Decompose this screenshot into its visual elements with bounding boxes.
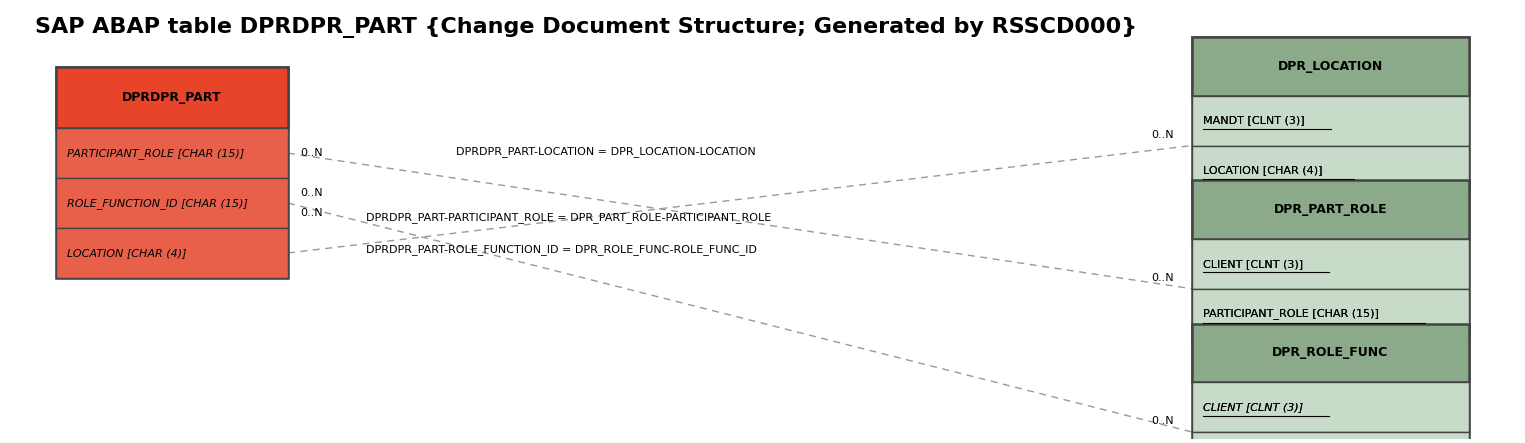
Text: CLIENT [CLNT (3)]: CLIENT [CLNT (3)] — [1203, 402, 1302, 412]
FancyBboxPatch shape — [1193, 432, 1469, 443]
FancyBboxPatch shape — [1193, 382, 1469, 432]
FancyBboxPatch shape — [1193, 37, 1469, 96]
Text: PARTICIPANT_ROLE [CHAR (15)]: PARTICIPANT_ROLE [CHAR (15)] — [1203, 308, 1379, 319]
FancyBboxPatch shape — [1193, 323, 1469, 382]
FancyBboxPatch shape — [1193, 180, 1469, 339]
Text: 0..N: 0..N — [300, 189, 323, 198]
FancyBboxPatch shape — [1193, 323, 1469, 443]
FancyBboxPatch shape — [1193, 145, 1469, 195]
Text: 0..N: 0..N — [1151, 130, 1174, 140]
Text: CLIENT [CLNT (3)]: CLIENT [CLNT (3)] — [1203, 259, 1302, 269]
FancyBboxPatch shape — [1193, 37, 1469, 195]
Text: 0..N: 0..N — [1151, 273, 1174, 283]
FancyBboxPatch shape — [1193, 96, 1469, 145]
Text: PARTICIPANT_ROLE [CHAR (15)]: PARTICIPANT_ROLE [CHAR (15)] — [67, 148, 244, 159]
FancyBboxPatch shape — [56, 228, 288, 278]
FancyBboxPatch shape — [1193, 289, 1469, 339]
Text: DPRDPR_PART-PARTICIPANT_ROLE = DPR_PART_ROLE-PARTICIPANT_ROLE: DPRDPR_PART-PARTICIPANT_ROLE = DPR_PART_… — [366, 213, 772, 223]
Text: DPRDPR_PART-LOCATION = DPR_LOCATION-LOCATION: DPRDPR_PART-LOCATION = DPR_LOCATION-LOCA… — [456, 147, 756, 158]
FancyBboxPatch shape — [56, 178, 288, 228]
Text: DPRDPR_PART-ROLE_FUNCTION_ID = DPR_ROLE_FUNC-ROLE_FUNC_ID: DPRDPR_PART-ROLE_FUNCTION_ID = DPR_ROLE_… — [366, 244, 758, 255]
Text: LOCATION [CHAR (4)]: LOCATION [CHAR (4)] — [1203, 166, 1322, 175]
Text: CLIENT [CLNT (3)]: CLIENT [CLNT (3)] — [1203, 259, 1302, 269]
Text: CLIENT [CLNT (3)]: CLIENT [CLNT (3)] — [1203, 402, 1302, 412]
Text: SAP ABAP table DPRDPR_PART {Change Document Structure; Generated by RSSCD000}: SAP ABAP table DPRDPR_PART {Change Docum… — [35, 17, 1136, 39]
Text: 0..N: 0..N — [300, 208, 323, 218]
FancyBboxPatch shape — [1193, 239, 1469, 289]
Text: DPR_LOCATION: DPR_LOCATION — [1278, 60, 1383, 73]
FancyBboxPatch shape — [56, 67, 288, 128]
Text: PARTICIPANT_ROLE [CHAR (15)]: PARTICIPANT_ROLE [CHAR (15)] — [1203, 308, 1379, 319]
Text: DPR_PART_ROLE: DPR_PART_ROLE — [1273, 203, 1388, 216]
FancyBboxPatch shape — [56, 67, 288, 278]
Text: 0..N: 0..N — [1151, 416, 1174, 426]
FancyBboxPatch shape — [56, 128, 288, 178]
Text: LOCATION [CHAR (4)]: LOCATION [CHAR (4)] — [1203, 166, 1322, 175]
Text: 0..N: 0..N — [300, 148, 323, 158]
Text: ROLE_FUNCTION_ID [CHAR (15)]: ROLE_FUNCTION_ID [CHAR (15)] — [67, 198, 247, 209]
Text: DPRDPR_PART: DPRDPR_PART — [122, 91, 223, 104]
Text: LOCATION [CHAR (4)]: LOCATION [CHAR (4)] — [67, 248, 186, 258]
Text: MANDT [CLNT (3)]: MANDT [CLNT (3)] — [1203, 116, 1304, 125]
Text: MANDT [CLNT (3)]: MANDT [CLNT (3)] — [1203, 116, 1304, 125]
FancyBboxPatch shape — [1193, 180, 1469, 239]
Text: DPR_ROLE_FUNC: DPR_ROLE_FUNC — [1272, 346, 1389, 359]
